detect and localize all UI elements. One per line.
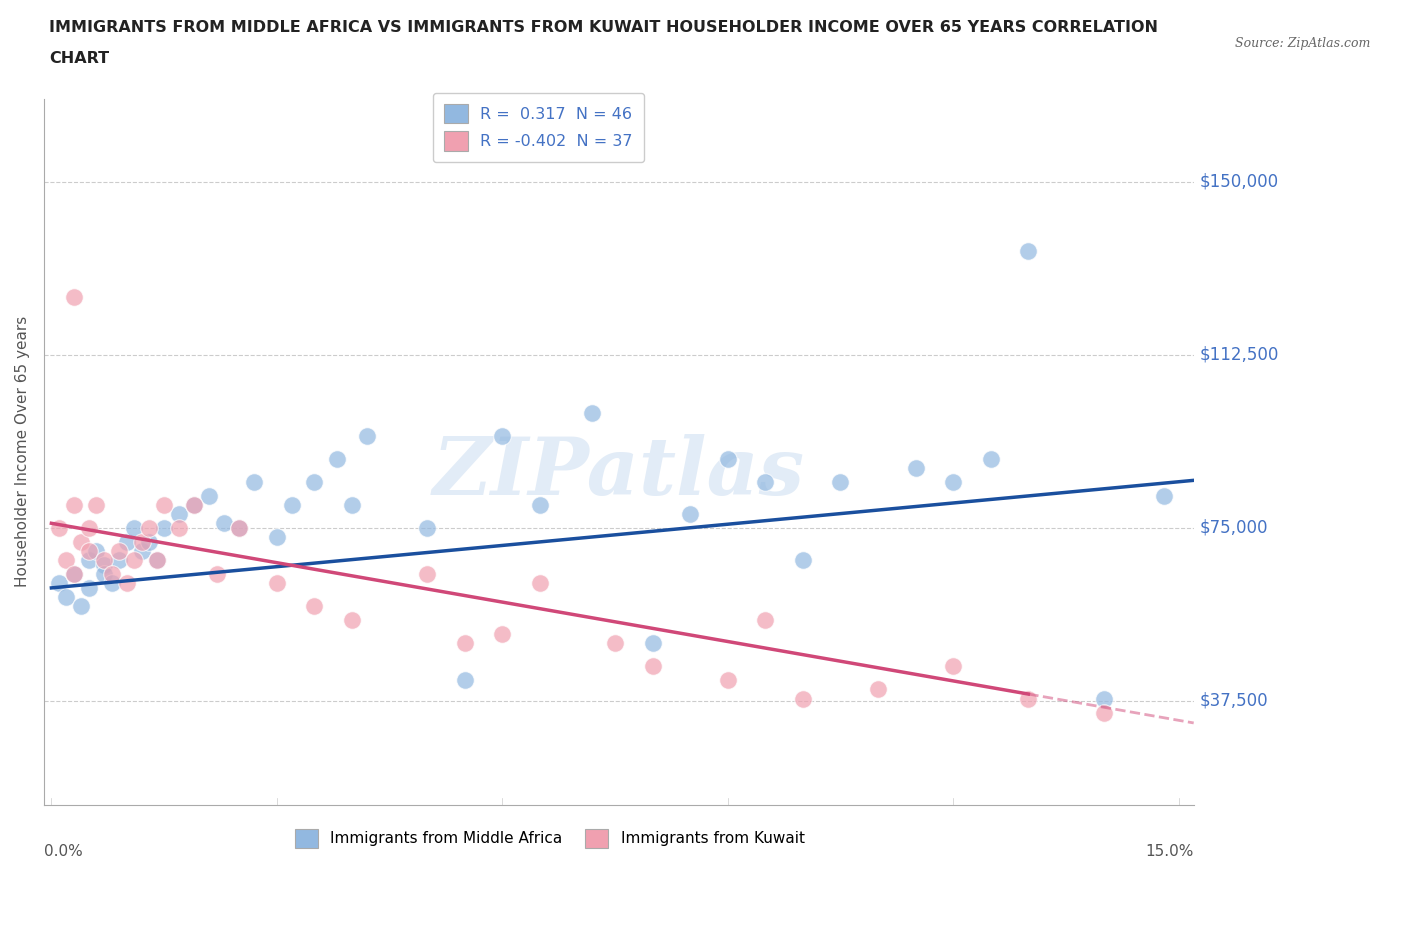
Text: Source: ZipAtlas.com: Source: ZipAtlas.com [1236, 37, 1371, 50]
Point [529, 498, 551, 512]
Point [183, 498, 205, 512]
Point [70, 535, 93, 550]
Point [86, 498, 108, 512]
Point [131, 543, 153, 558]
Point [581, 405, 603, 420]
Point [717, 451, 740, 466]
Text: ZIPatlas: ZIPatlas [433, 434, 804, 512]
Point [356, 428, 378, 443]
Point [281, 498, 304, 512]
Point [198, 488, 221, 503]
Point [122, 552, 145, 567]
Point [980, 451, 1002, 466]
Point [1092, 705, 1115, 720]
Point [153, 498, 176, 512]
Point [86, 543, 108, 558]
Point [792, 552, 814, 567]
Point [77, 521, 100, 536]
Point [115, 576, 138, 591]
Point [100, 566, 122, 581]
Point [228, 521, 250, 536]
Point [183, 498, 205, 512]
Point [454, 672, 477, 687]
Text: IMMIGRANTS FROM MIDDLE AFRICA VS IMMIGRANTS FROM KUWAIT HOUSEHOLDER INCOME OVER : IMMIGRANTS FROM MIDDLE AFRICA VS IMMIGRA… [49, 20, 1159, 35]
Text: 15.0%: 15.0% [1146, 844, 1194, 858]
Point [792, 691, 814, 706]
Point [266, 576, 288, 591]
Point [340, 613, 363, 628]
Point [93, 552, 115, 567]
Point [1017, 244, 1039, 259]
Point [942, 659, 965, 674]
Point [717, 672, 740, 687]
Point [340, 498, 363, 512]
Point [145, 552, 167, 567]
Point [416, 566, 439, 581]
Text: 0.0%: 0.0% [44, 844, 83, 858]
Point [55, 590, 77, 604]
Point [153, 521, 176, 536]
Point [108, 552, 131, 567]
Point [416, 521, 439, 536]
Point [830, 474, 852, 489]
Point [115, 535, 138, 550]
Point [131, 535, 153, 550]
Text: CHART: CHART [49, 51, 110, 66]
Point [228, 521, 250, 536]
Y-axis label: Householder Income Over 65 years: Householder Income Over 65 years [15, 316, 30, 588]
Point [100, 576, 122, 591]
Point [122, 521, 145, 536]
Point [641, 659, 664, 674]
Point [145, 552, 167, 567]
Point [48, 576, 70, 591]
Point [641, 636, 664, 651]
Point [77, 552, 100, 567]
Point [77, 543, 100, 558]
Point [93, 557, 115, 572]
Point [326, 451, 349, 466]
Point [77, 580, 100, 595]
Point [942, 474, 965, 489]
Text: $37,500: $37,500 [1199, 692, 1268, 710]
Point [491, 627, 513, 642]
Point [55, 552, 77, 567]
Point [1092, 691, 1115, 706]
Point [454, 636, 477, 651]
Point [63, 566, 86, 581]
Point [138, 521, 160, 536]
Point [266, 530, 288, 545]
Point [167, 521, 190, 536]
Legend: Immigrants from Middle Africa, Immigrants from Kuwait: Immigrants from Middle Africa, Immigrant… [290, 823, 811, 854]
Point [304, 599, 326, 614]
Point [205, 566, 228, 581]
Point [754, 474, 776, 489]
Point [167, 507, 190, 522]
Text: $150,000: $150,000 [1199, 173, 1278, 191]
Point [679, 507, 702, 522]
Point [868, 682, 890, 697]
Point [212, 516, 235, 531]
Point [63, 498, 86, 512]
Point [304, 474, 326, 489]
Point [138, 535, 160, 550]
Point [491, 428, 513, 443]
Point [48, 521, 70, 536]
Text: $75,000: $75,000 [1199, 519, 1268, 537]
Point [529, 576, 551, 591]
Point [243, 474, 266, 489]
Point [904, 460, 927, 475]
Point [70, 599, 93, 614]
Point [63, 290, 86, 305]
Point [754, 613, 776, 628]
Point [1017, 691, 1039, 706]
Point [603, 636, 626, 651]
Text: $112,500: $112,500 [1199, 346, 1279, 364]
Point [63, 566, 86, 581]
Point [93, 566, 115, 581]
Point [108, 543, 131, 558]
Point [1153, 488, 1175, 503]
